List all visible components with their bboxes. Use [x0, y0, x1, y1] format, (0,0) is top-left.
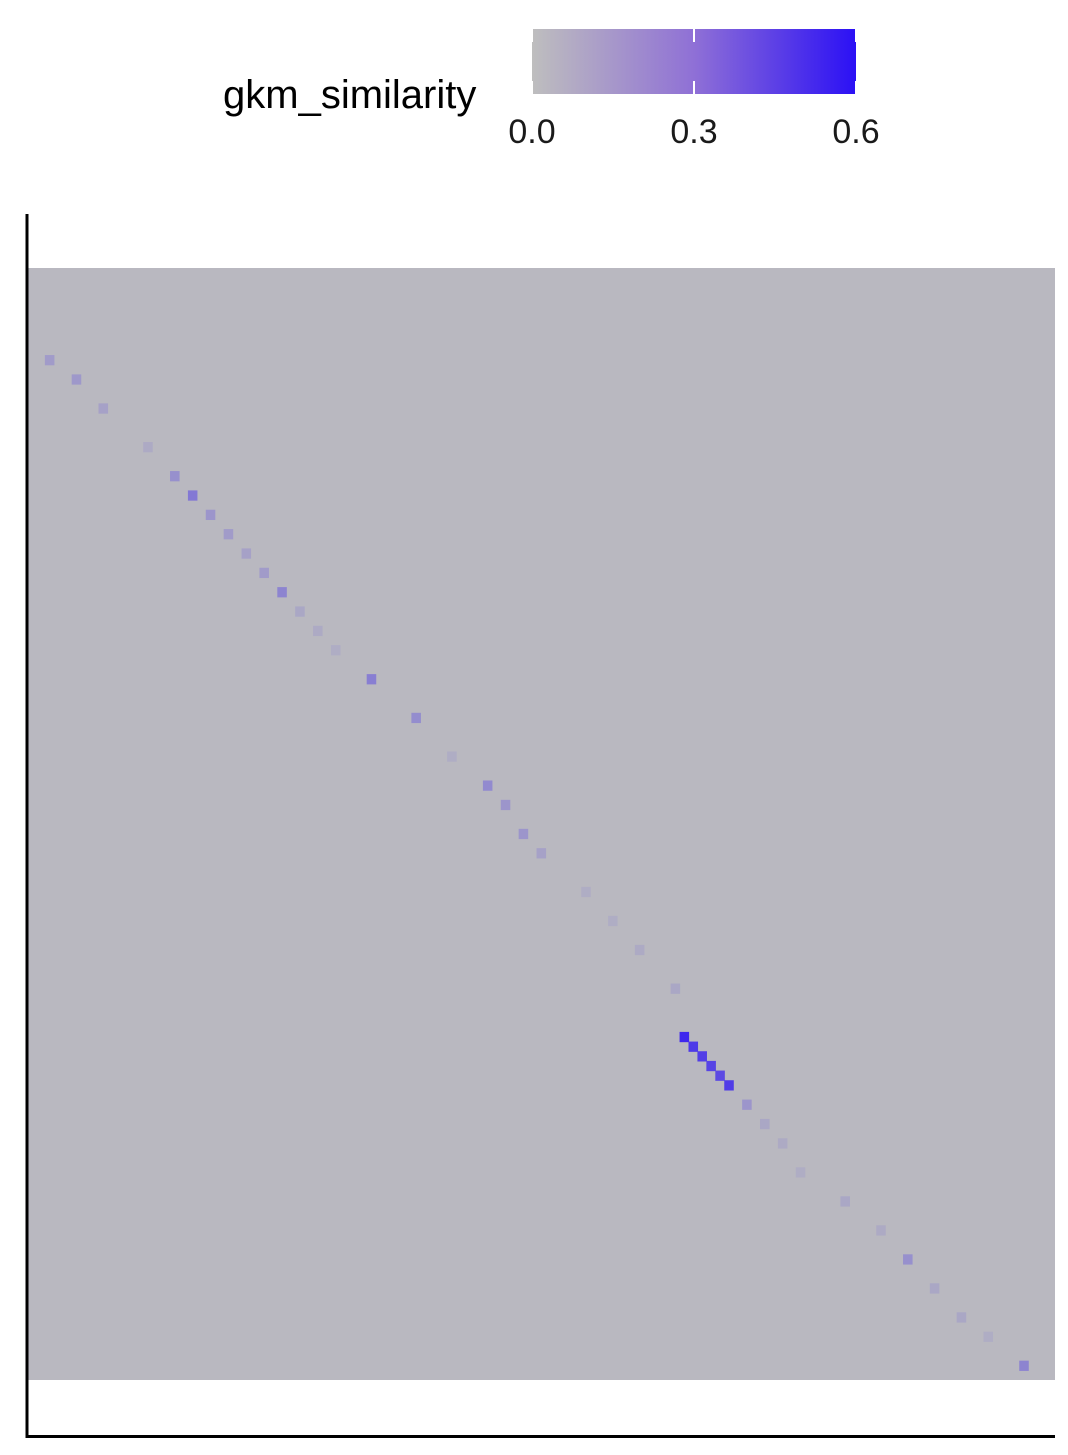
heatmap-cell: [983, 1332, 993, 1342]
legend-tick-label: 0.6: [832, 113, 879, 151]
heatmap-cell: [724, 1080, 734, 1090]
heatmap-cell: [689, 1042, 699, 1052]
heatmap-cell: [411, 713, 421, 723]
heatmap-cell: [706, 1061, 716, 1071]
heatmap-cell: [760, 1119, 770, 1129]
heatmap-cell: [483, 780, 493, 790]
heatmap-cell: [742, 1100, 752, 1110]
heatmap-cell: [99, 403, 109, 413]
plot-panel: [27, 268, 1055, 1380]
heatmap-cell: [930, 1283, 940, 1293]
heatmap-cell: [519, 829, 529, 839]
heatmap-cell: [206, 510, 216, 520]
heatmap-cell: [501, 800, 511, 810]
heatmap-cell: [537, 848, 547, 858]
legend: gkm_similarity 0.0 0.3 0.6: [223, 29, 880, 151]
heatmap-cell: [671, 984, 681, 994]
heatmap-cell: [277, 587, 287, 597]
heatmap-cell: [242, 548, 252, 558]
heatmap-cell: [72, 374, 82, 384]
heatmap-cell: [1019, 1361, 1029, 1371]
heatmap-cell: [295, 606, 305, 616]
heatmap-cell: [903, 1254, 913, 1264]
heatmap-cell: [313, 626, 323, 636]
legend-title: gkm_similarity: [223, 73, 476, 117]
heatmap-cell: [143, 442, 153, 452]
legend-tick-label: 0.0: [508, 113, 555, 151]
heatmap-cell: [224, 529, 234, 539]
heatmap-cell: [188, 490, 198, 500]
heatmap-cell: [796, 1167, 806, 1177]
heatmap-cell: [957, 1312, 967, 1322]
heatmap-cell: [367, 674, 377, 684]
heatmap-cell: [608, 916, 618, 926]
heatmap-cell: [447, 751, 457, 761]
heatmap-cell: [778, 1138, 788, 1148]
heatmap-cell: [680, 1032, 690, 1042]
heatmap-cell: [259, 568, 269, 578]
heatmap-cell: [876, 1225, 886, 1235]
heatmap-cell: [170, 471, 180, 481]
heatmap-cell: [840, 1196, 850, 1206]
heatmap-cell: [635, 945, 645, 955]
heatmap-cell: [715, 1071, 725, 1081]
heatmap-cell: [581, 887, 591, 897]
heatmap-cell: [45, 355, 55, 365]
heatmap-cell: [697, 1051, 707, 1061]
legend-tick-label: 0.3: [670, 113, 717, 151]
heatmap-background: [27, 268, 1055, 1380]
heatmap-cell: [331, 645, 341, 655]
